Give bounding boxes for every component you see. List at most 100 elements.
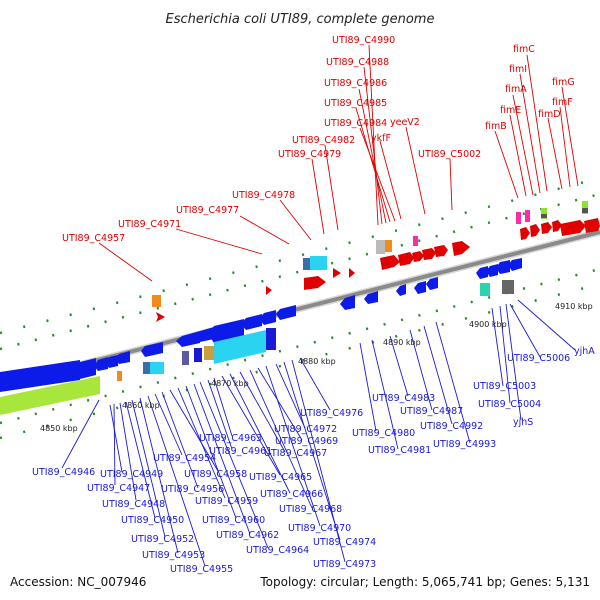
axis-ticks: 4850 kbp 4860 kbp 4870 kbp 4880 kbp 4890… [40,302,593,433]
gene-label: UTI89_C4986 [324,78,387,89]
gene-label: UTI89_C4971 [118,219,181,230]
gene-label: UTI89_C5002 [418,149,481,160]
reverse-gene-arrow [276,305,296,320]
gene-label: UTI89_C4970 [288,523,351,534]
gene-label: UTI89_C4977 [176,205,239,216]
gene-label: UTI89_C4961 [209,446,272,457]
gene-label: UTI89_C4950 [121,515,184,526]
gene-label: fimB [485,121,507,132]
feature-block [385,240,392,252]
feature-block [204,346,214,360]
feature-block [266,328,276,350]
feature-block [502,280,514,294]
gene-label: UTI89_C4969 [275,436,338,447]
gene-label: UTI89_C4958 [184,469,247,480]
gene-label: UTI89_C4947 [87,483,150,494]
gene-label: UTI89_C4979 [278,149,341,160]
tick-label: 4890 kbp [383,338,421,347]
feature-block [480,283,490,296]
gene-label: UTI89_C4966 [260,489,323,500]
gene-label: UTI89_C4946 [32,467,95,478]
forward-gene-arrow [530,224,540,237]
forward-gene-arrow [434,245,448,257]
reverse-gene-arrow [141,342,163,357]
feature-block [0,376,100,415]
gene-label: UTI89_C4949 [100,469,163,480]
gene-label: UTI89_C5004 [478,399,541,410]
feature-block [194,348,202,362]
gene-label: UTI89_C4955 [170,564,233,575]
gene-label: UTI89_C4967 [264,448,327,459]
feature-block [541,208,547,219]
gene-label: UTI89_C5006 [507,353,570,364]
gene-label: UTI89_C4985 [324,98,387,109]
gene-label: UTI89_C4984 [324,118,387,129]
gene-label: UTI89_C4992 [420,421,483,432]
forward-strand-features [156,218,600,322]
gene-label: UTI89_C4988 [326,57,389,68]
reverse-gene-arrow [259,310,276,325]
forward-gene-arrow [349,268,355,278]
reverse-gene-arrow [508,258,522,271]
reverse-leader-lines [61,299,576,567]
forward-gene-arrow [541,222,552,234]
gene-label: UTI89_C4948 [102,499,165,510]
reverse-gene-labels: UTI89_C4946 UTI89_C4949 UTI89_C4947 UTI8… [32,346,595,575]
forward-gene-arrow [452,241,470,256]
reverse-gene-arrow [195,327,214,342]
tick-label: 4910 kbp [555,302,593,311]
tick-label: 4900 kbp [469,320,507,329]
tick-label: 4860 kbp [122,401,160,410]
gene-label: fimA [505,84,527,95]
feature-block [525,210,530,222]
forward-gene-arrow [266,286,272,295]
gene-label: UTI89_C4954 [153,453,216,464]
feature-block [150,362,164,374]
reverse-gene-arrow [241,314,262,330]
reverse-gene-arrow [105,355,118,368]
gene-label: UTI89_C4965 [249,472,312,483]
forward-special-features [152,201,588,307]
gene-label: ykfF [371,133,391,144]
feature-block [214,330,266,364]
feature-block [376,240,385,254]
genome-summary-text: Topology: circular; Length: 5,065,741 bp… [259,575,590,589]
reverse-gene-arrow [0,360,80,392]
gene-label: fimE [500,105,521,116]
gene-label: UTI89_C4974 [313,537,376,548]
gene-label: yjhS [513,417,533,428]
gene-label: UTI89_C4973 [313,559,376,570]
reverse-gene-arrow [496,260,510,274]
gene-label: UTI89_C4990 [332,35,395,46]
gene-label: UTI89_C4952 [131,534,194,545]
accession-text: Accession: NC_007946 [10,575,146,589]
feature-block [310,256,327,270]
gene-label: fimD [538,109,561,120]
gene-label: fimF [552,97,573,108]
gene-label: UTI89_C4987 [400,406,463,417]
gene-label: UTI89_C4993 [433,439,496,450]
forward-gene-arrow [380,255,400,270]
tick-label: 4880 kbp [298,357,336,366]
feature-block [582,208,588,213]
gene-label: UTI89_C4963 [199,433,262,444]
feature-block [152,295,161,307]
forward-gene-arrow [412,251,424,262]
gene-label: yeeV2 [390,117,420,128]
forward-gene-arrow [304,276,326,290]
reverse-gene-arrow [176,331,200,347]
forward-gene-labels: UTI89_C4990 UTI89_C4988 UTI89_C4986 UTI8… [62,35,575,244]
gene-label: UTI89_C4962 [216,530,279,541]
forward-gene-arrow [398,252,414,266]
forward-gene-arrow [422,248,436,260]
gene-label: UTI89_C4972 [274,424,337,435]
reverse-gene-arrow [486,264,498,277]
reverse-gene-arrow [340,295,355,310]
reverse-gene-arrow [76,358,96,379]
reverse-gene-arrow [414,281,426,294]
gene-label: fimI [509,64,527,75]
forward-gene-arrow [584,218,600,233]
reverse-gene-arrow [94,357,108,371]
map-title: Escherichia coli UTI89, complete genome [166,12,435,27]
gene-label: UTI89_C4968 [279,504,342,515]
